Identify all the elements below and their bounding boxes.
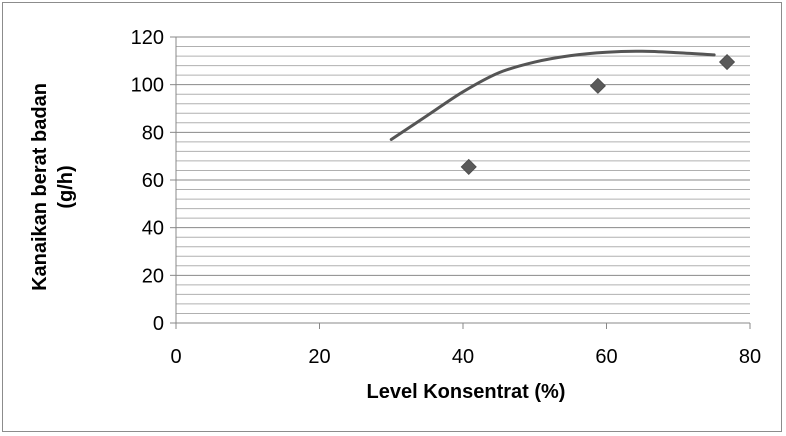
data-point-diamond xyxy=(589,77,606,94)
x-tick-label: 20 xyxy=(308,346,330,368)
y-axis-title-line-2: (g/h) xyxy=(55,165,77,208)
y-tick-label: 0 xyxy=(153,313,164,335)
trendline xyxy=(389,49,716,141)
x-tick-label: 40 xyxy=(452,346,474,368)
x-tick-label: 0 xyxy=(170,346,181,368)
y-tick-label: 60 xyxy=(142,170,164,192)
y-tick-label: 20 xyxy=(142,265,164,287)
data-series xyxy=(389,49,736,175)
y-axis-title-line-1: Kanaikan berat badan xyxy=(29,83,51,291)
y-tick-label: 120 xyxy=(131,27,164,49)
y-tick-label: 40 xyxy=(142,218,164,240)
y-tick-label: 80 xyxy=(142,122,164,144)
chart-frame xyxy=(2,2,782,432)
x-tick-label: 60 xyxy=(595,346,617,368)
y-axis-title: Kanaikan berat badan (g/h) xyxy=(29,83,77,291)
grid-lines xyxy=(176,36,750,314)
data-point-diamond xyxy=(718,53,736,71)
x-tick-label: 80 xyxy=(739,346,761,368)
tick-labels: 0 20 40 60 80 100 120 0 20 40 60 80 xyxy=(131,27,762,368)
axes xyxy=(170,36,751,329)
x-axis-title: Level Konsentrat (%) xyxy=(367,381,566,403)
data-point-diamond xyxy=(460,158,477,175)
y-tick-label: 100 xyxy=(131,75,164,97)
